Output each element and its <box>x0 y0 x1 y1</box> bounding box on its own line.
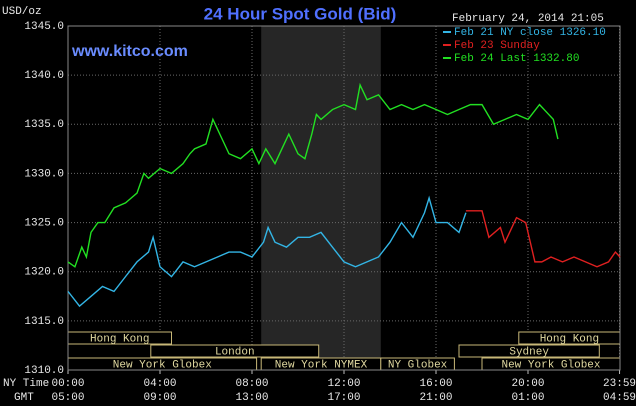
x-tick-label: 08:00 <box>235 378 268 390</box>
legend-label: Feb 23 Sunday <box>454 40 540 52</box>
x-tick-label: 17:00 <box>327 392 360 404</box>
x-tick-label: 04:00 <box>143 378 176 390</box>
x-tick-label: 00:00 <box>51 378 84 390</box>
y-tick-label: 1320.0 <box>24 267 64 279</box>
session-label: Hong Kong <box>90 333 149 345</box>
x-tick-label: 04:59 <box>603 392 636 404</box>
x-tick-label: 09:00 <box>143 392 176 404</box>
shaded-region <box>261 26 381 370</box>
unit-label: USD/oz <box>2 6 42 18</box>
x-tick-label: 12:00 <box>327 378 360 390</box>
x-tick-label: 21:00 <box>419 392 452 404</box>
session-box <box>458 344 600 358</box>
chart-title: 24 Hour Spot Gold (Bid) <box>204 4 397 23</box>
x-row-label: NY Time <box>3 378 49 390</box>
x-tick-label: 13:00 <box>235 392 268 404</box>
timestamp: February 24, 2014 21:05 <box>452 13 604 25</box>
y-tick-label: 1345.0 <box>24 21 64 33</box>
price-line <box>465 210 621 268</box>
watermark: www.kitco.com <box>71 43 188 60</box>
x-tick-label: 23:59 <box>603 378 636 390</box>
session-label: Hong Kong <box>540 333 599 345</box>
session-label: New York Globex <box>501 359 600 371</box>
y-tick-label: 1335.0 <box>24 119 64 131</box>
x-tick-label: 01:00 <box>511 392 544 404</box>
plot-frame <box>67 25 621 371</box>
y-tick-label: 1310.0 <box>24 365 64 377</box>
session-label: Sydney <box>509 346 549 358</box>
price-line <box>67 82 559 268</box>
legend-label: Feb 24 Last 1332.80 <box>454 53 579 65</box>
session-label: London <box>215 346 255 358</box>
session-label: New York Globex <box>113 359 212 371</box>
session-label: NY Globex <box>388 359 448 371</box>
y-tick-label: 1330.0 <box>24 168 64 180</box>
x-tick-label: 16:00 <box>419 378 452 390</box>
x-row-label: GMT <box>14 392 34 404</box>
price-line <box>67 195 467 308</box>
x-tick-label: 20:00 <box>511 378 544 390</box>
y-tick-label: 1340.0 <box>24 70 64 82</box>
session-label: New York NYMEX <box>275 359 368 371</box>
legend-label: Feb 21 NY close 1326.10 <box>454 27 606 39</box>
x-tick-label: 05:00 <box>51 392 84 404</box>
y-tick-label: 1325.0 <box>24 217 64 229</box>
session-box <box>150 344 320 358</box>
y-tick-label: 1315.0 <box>24 316 64 328</box>
